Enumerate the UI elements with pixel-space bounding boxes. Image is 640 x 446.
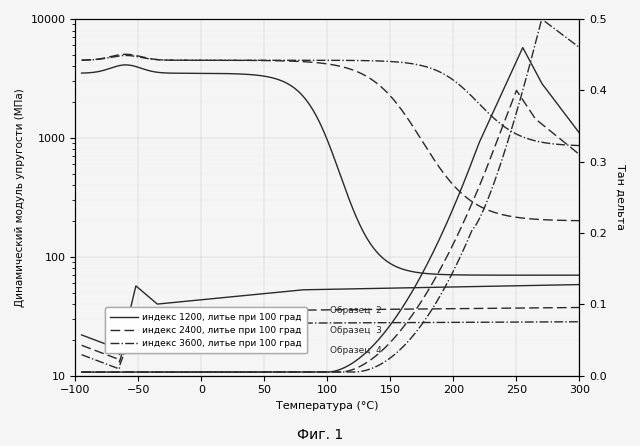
Legend: индекс 1200, литье при 100 град, индекс 2400, литье при 100 град, индекс 3600, л: индекс 1200, литье при 100 град, индекс … <box>105 307 307 353</box>
Text: Образец  3: Образец 3 <box>330 326 382 335</box>
Y-axis label: Тан дельта: Тан дельта <box>615 164 625 230</box>
Y-axis label: Динамический модуль упругости (МПа): Динамический модуль упругости (МПа) <box>15 88 25 307</box>
X-axis label: Температура (°C): Температура (°C) <box>276 401 379 411</box>
Text: Образец  4: Образец 4 <box>330 346 381 355</box>
Text: Фиг. 1: Фиг. 1 <box>297 428 343 442</box>
Text: Образец  2: Образец 2 <box>330 306 381 315</box>
